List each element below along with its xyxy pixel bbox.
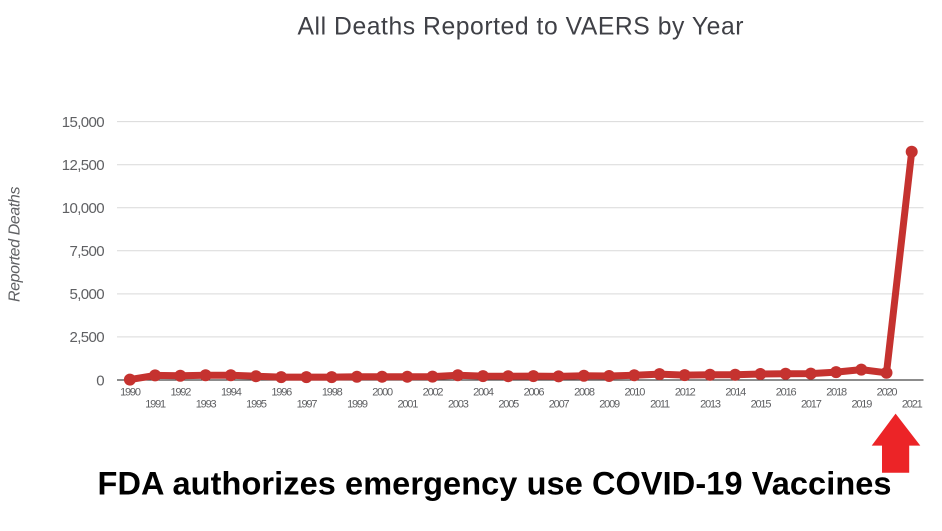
svg-text:2021: 2021 (902, 399, 923, 411)
svg-text:2004: 2004 (473, 386, 494, 398)
svg-text:7,500: 7,500 (69, 243, 104, 260)
svg-text:1996: 1996 (271, 386, 292, 398)
svg-text:1997: 1997 (297, 399, 318, 411)
svg-text:2018: 2018 (826, 386, 847, 398)
svg-text:2005: 2005 (498, 399, 519, 411)
svg-text:2,500: 2,500 (69, 329, 104, 346)
svg-text:2002: 2002 (423, 386, 444, 398)
svg-text:1991: 1991 (145, 399, 166, 411)
svg-text:1999: 1999 (347, 399, 368, 411)
svg-text:1998: 1998 (322, 386, 343, 398)
svg-text:5,000: 5,000 (69, 286, 104, 303)
svg-text:2010: 2010 (624, 386, 645, 398)
svg-text:2001: 2001 (397, 399, 418, 411)
svg-text:2000: 2000 (372, 386, 393, 398)
svg-text:2006: 2006 (524, 386, 545, 398)
svg-text:2019: 2019 (851, 399, 872, 411)
svg-text:15,000: 15,000 (62, 114, 105, 131)
svg-text:2009: 2009 (599, 399, 620, 411)
svg-text:1994: 1994 (221, 386, 242, 398)
svg-text:2011: 2011 (650, 399, 670, 411)
svg-text:1993: 1993 (196, 399, 217, 411)
svg-text:2014: 2014 (725, 386, 746, 398)
svg-text:FDA authorizes emergency use C: FDA authorizes emergency use COVID-19 Va… (98, 466, 892, 502)
svg-text:All Deaths Reported to VAERS b: All Deaths Reported to VAERS by Year (298, 13, 744, 40)
svg-text:2012: 2012 (675, 386, 696, 398)
svg-text:2017: 2017 (801, 399, 822, 411)
svg-text:1995: 1995 (246, 399, 267, 411)
svg-text:10,000: 10,000 (62, 200, 105, 217)
svg-text:2016: 2016 (776, 386, 797, 398)
svg-text:2007: 2007 (549, 399, 570, 411)
svg-text:2013: 2013 (700, 399, 721, 411)
svg-text:Reported Deaths: Reported Deaths (7, 187, 24, 302)
svg-text:1992: 1992 (170, 386, 191, 398)
svg-text:2015: 2015 (751, 399, 772, 411)
svg-text:2003: 2003 (448, 399, 469, 411)
svg-text:0: 0 (96, 372, 104, 389)
svg-text:12,500: 12,500 (62, 157, 105, 174)
svg-text:1990: 1990 (120, 386, 141, 398)
svg-text:2008: 2008 (574, 386, 595, 398)
svg-text:2020: 2020 (877, 386, 898, 398)
